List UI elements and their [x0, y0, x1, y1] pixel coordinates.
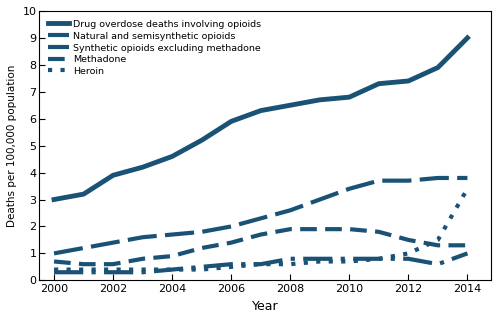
- Y-axis label: Deaths per 100,000 population: Deaths per 100,000 population: [7, 64, 17, 227]
- Legend: Drug overdose deaths involving opioids, Natural and semisynthetic opioids, Synth: Drug overdose deaths involving opioids, …: [44, 16, 265, 80]
- X-axis label: Year: Year: [252, 300, 278, 313]
